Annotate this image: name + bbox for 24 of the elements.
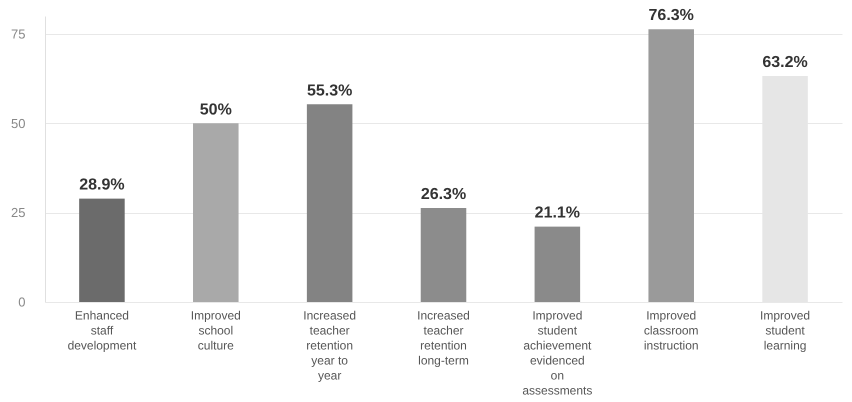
y-tick-label: 75 [11, 26, 26, 42]
data-label: 28.9% [79, 176, 125, 194]
x-tick-label: Improved student achievement evidenced on assessments [522, 308, 592, 398]
bar [648, 29, 694, 302]
data-label: 21.1% [534, 204, 580, 222]
bar [534, 226, 580, 302]
bar [420, 208, 466, 302]
x-tick-label: Improved student learning [760, 308, 810, 352]
y-tick-label: 25 [11, 205, 26, 220]
bar [79, 198, 125, 302]
bar [306, 104, 352, 302]
data-label: 26.3% [420, 186, 466, 203]
x-tick-label: Enhanced staff development [68, 308, 137, 352]
data-label: 63.2% [762, 54, 808, 72]
x-tick-label: Improved school culture [190, 308, 241, 352]
y-tick-label: 0 [18, 294, 26, 310]
data-label: 50% [200, 101, 232, 118]
y-tick-label: 50 [11, 116, 26, 131]
x-tick-label: Increased teacher retention year to year [303, 308, 356, 382]
bar [193, 123, 239, 302]
data-label: 76.3% [648, 7, 694, 24]
x-tick-label: Improved classroom instruction [644, 308, 699, 352]
data-label: 55.3% [306, 82, 352, 100]
x-tick-label: Increased teacher retention long-term [417, 308, 470, 368]
